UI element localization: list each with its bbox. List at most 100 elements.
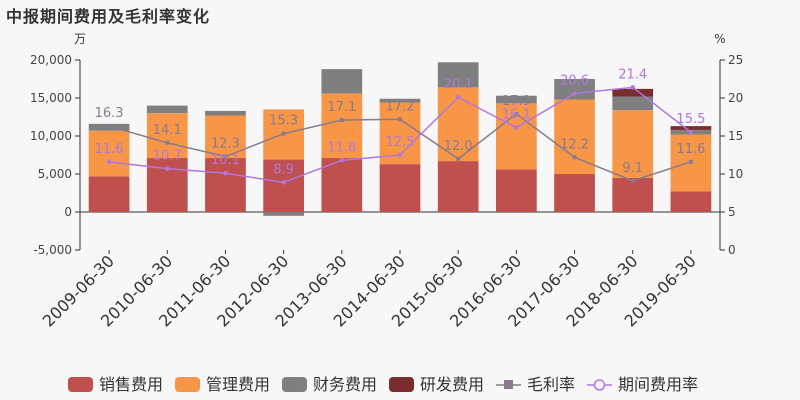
bar-segment xyxy=(88,176,130,212)
bar-segment xyxy=(496,169,537,212)
data-label: 11.8 xyxy=(327,140,356,155)
data-label: 17.2 xyxy=(386,99,415,114)
bar-segment xyxy=(321,93,363,159)
bar-segment xyxy=(554,99,595,174)
y-left-tick-label: 15,000 xyxy=(30,91,72,105)
legend-label: 期间费用率 xyxy=(618,375,698,394)
line-point xyxy=(572,155,577,160)
data-label: 11.6 xyxy=(676,142,705,157)
y-left-tick-label: 20,000 xyxy=(30,53,72,67)
line-point xyxy=(630,85,635,90)
y-right-unit: % xyxy=(714,32,725,46)
y-left-unit: 万 xyxy=(74,32,86,46)
line-point xyxy=(455,95,461,100)
legend-swatch xyxy=(389,377,414,392)
bar-segment xyxy=(612,110,654,178)
bar-segment xyxy=(670,126,712,130)
data-label: 12.5 xyxy=(386,135,415,150)
line-point xyxy=(281,131,286,136)
data-label: 10.7 xyxy=(153,149,182,164)
legend-label: 研发费用 xyxy=(420,375,484,394)
legend-label: 销售费用 xyxy=(99,375,163,394)
bar-segment xyxy=(263,159,304,212)
bar-segment xyxy=(321,158,363,212)
y-left-tick-label: -5,000 xyxy=(33,243,72,257)
bar-segment xyxy=(437,62,479,88)
data-label: 17.9 xyxy=(502,94,531,109)
line-point xyxy=(630,178,635,183)
line-point xyxy=(514,125,519,130)
data-label: 16.1 xyxy=(502,108,531,123)
y-right-tick-label: 5 xyxy=(728,205,736,219)
line-point xyxy=(514,111,519,116)
line-point xyxy=(281,180,286,185)
legend-swatch xyxy=(68,377,93,392)
bar-segment xyxy=(554,79,595,100)
line-point xyxy=(397,152,403,158)
data-label: 14.1 xyxy=(153,123,182,138)
data-label: 15.3 xyxy=(269,114,298,129)
line-point xyxy=(456,156,461,161)
y-right-tick-label: 20 xyxy=(728,91,743,105)
bar-segment xyxy=(205,110,246,116)
line-point xyxy=(688,130,694,135)
line-point xyxy=(398,117,402,122)
bar-segment xyxy=(88,130,130,177)
line-point xyxy=(339,118,344,123)
line-point xyxy=(223,154,228,159)
data-label: 12.2 xyxy=(560,137,589,152)
bar-segment xyxy=(205,158,246,212)
legend-swatch xyxy=(282,377,307,392)
bar-segment xyxy=(146,105,188,114)
y-right-tick-label: 25 xyxy=(728,53,743,67)
line-point xyxy=(572,91,577,96)
y-left-tick-label: 0 xyxy=(64,205,72,219)
bar-segment xyxy=(612,96,654,111)
bar-segment xyxy=(379,98,421,103)
data-label: 21.4 xyxy=(618,67,647,82)
line-point xyxy=(223,171,228,176)
y-right-tick-label: 10 xyxy=(728,167,743,181)
y-right-tick-label: 15 xyxy=(728,129,743,143)
data-label: 10.1 xyxy=(211,153,240,168)
bar-segment xyxy=(496,95,537,104)
line-point xyxy=(107,124,112,129)
data-label: 12.0 xyxy=(444,139,473,154)
data-label: 17.1 xyxy=(327,100,356,115)
legend-label: 管理费用 xyxy=(206,375,270,394)
data-label: 8.9 xyxy=(273,162,294,177)
data-label: 16.3 xyxy=(95,106,124,121)
y-left-tick-label: 5,000 xyxy=(38,167,72,181)
line-point xyxy=(165,140,170,145)
data-label: 15.5 xyxy=(676,112,705,127)
data-label: 12.3 xyxy=(211,137,240,152)
line-point xyxy=(106,159,112,165)
bar-segment xyxy=(437,161,479,212)
line-point xyxy=(165,166,170,171)
data-label: 9.1 xyxy=(622,161,643,176)
legend-marker xyxy=(593,379,606,391)
bar-segment xyxy=(612,88,654,97)
line-point xyxy=(688,159,693,164)
data-label: 20.6 xyxy=(560,73,589,88)
y-left-tick-label: 10,000 xyxy=(30,129,72,143)
bar-segment xyxy=(263,212,304,216)
legend-label: 财务费用 xyxy=(313,375,377,394)
bar-segment xyxy=(146,113,188,159)
legend-marker xyxy=(504,380,513,389)
bar-segment xyxy=(554,174,595,212)
bar-segment xyxy=(612,177,654,212)
bar-segment xyxy=(379,164,421,212)
bar-segment xyxy=(146,158,188,212)
chart-title: 中报期间费用及毛利率变化 xyxy=(6,7,211,26)
legend-label: 毛利率 xyxy=(527,375,575,394)
legend-swatch xyxy=(175,377,200,392)
y-right-tick-label: 0 xyxy=(728,243,736,257)
data-label: 11.6 xyxy=(95,142,124,157)
bar-segment xyxy=(321,69,363,94)
bar-segment xyxy=(670,191,712,212)
line-point xyxy=(339,158,345,163)
data-label: 20.1 xyxy=(444,77,473,92)
